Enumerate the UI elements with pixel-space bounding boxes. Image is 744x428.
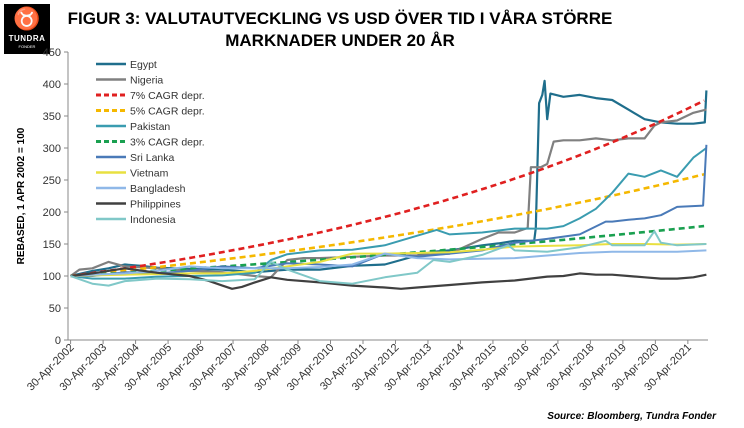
- logo-sub: FONDER: [18, 44, 36, 49]
- y-tick-label: 450: [43, 47, 61, 59]
- legend-label: Sri Lanka: [130, 152, 175, 164]
- series-line-10: [70, 230, 707, 287]
- chart-title-line2: MARKNADER UNDER 20 ÅR: [225, 31, 455, 50]
- legend-label: 3% CAGR depr.: [130, 137, 205, 149]
- legend-label: Philippines: [130, 199, 181, 211]
- legend-label: 5% CAGR depr.: [130, 106, 205, 118]
- y-tick-label: 350: [43, 111, 61, 123]
- series-line-4: [70, 147, 707, 280]
- series-line-5: [70, 224, 705, 278]
- series-line-3: [70, 173, 705, 278]
- y-tick-label: 0: [55, 335, 61, 347]
- y-tick-label: 300: [43, 143, 61, 155]
- source-note: Source: Bloomberg, Tundra Fonder: [547, 411, 716, 422]
- logo-name: TUNDRA: [8, 34, 46, 43]
- series-line-6: [70, 144, 708, 277]
- y-tick-label: 150: [43, 239, 61, 251]
- y-axis-label: REBASED, 1 APR 2002 = 100: [16, 127, 27, 264]
- y-tick-label: 100: [43, 271, 61, 283]
- legend-label: Indonesia: [130, 214, 176, 226]
- y-tick-label: 50: [49, 303, 61, 315]
- series-line-8: [70, 249, 707, 277]
- chart-title-line1: FIGUR 3: VALUTAUTVECKLING VS USD ÖVER TI…: [67, 9, 613, 28]
- chart-title: FIGUR 3: VALUTAUTVECKLING VS USD ÖVER TI…: [60, 8, 620, 52]
- legend-label: Pakistan: [130, 121, 170, 133]
- legend-label: Nigeria: [130, 75, 163, 87]
- series-line-2: [70, 99, 705, 278]
- series-line-0: [70, 79, 708, 278]
- legend-label: Bangladesh: [130, 183, 186, 195]
- bull-head-icon: ♉: [13, 6, 41, 31]
- legend-label: Egypt: [130, 59, 157, 71]
- y-tick-label: 200: [43, 207, 61, 219]
- tundra-logo: ♉ TUNDRA FONDER: [4, 4, 50, 54]
- y-tick-label: 250: [43, 175, 61, 187]
- legend-label: 7% CAGR depr.: [130, 90, 205, 102]
- legend-label: Vietnam: [130, 168, 169, 180]
- y-tick-label: 400: [43, 79, 61, 91]
